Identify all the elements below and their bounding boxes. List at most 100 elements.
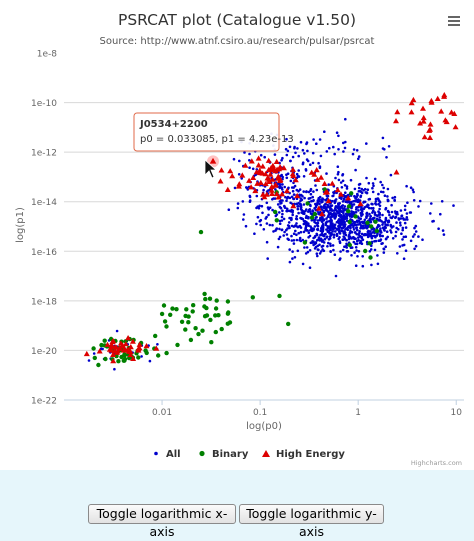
point-all[interactable] — [377, 219, 381, 222]
point-all[interactable] — [313, 234, 317, 238]
point-all[interactable] — [294, 229, 297, 233]
point-all[interactable] — [248, 159, 251, 162]
point-all[interactable] — [354, 208, 358, 211]
point-all[interactable] — [317, 197, 321, 200]
point-all[interactable] — [327, 183, 331, 186]
point-high-energy[interactable] — [451, 110, 458, 116]
point-all[interactable] — [301, 238, 305, 242]
point-all[interactable] — [312, 236, 315, 240]
point-all[interactable] — [299, 206, 303, 209]
point-all[interactable] — [354, 246, 358, 249]
point-all[interactable] — [332, 248, 335, 252]
point-all[interactable] — [301, 148, 305, 152]
point-all[interactable] — [325, 236, 329, 239]
point-all[interactable] — [382, 186, 386, 190]
point-all[interactable] — [341, 207, 344, 210]
point-binary[interactable] — [286, 321, 291, 327]
point-all[interactable] — [437, 227, 440, 230]
point-all[interactable] — [341, 209, 345, 213]
point-binary[interactable] — [274, 218, 279, 223]
point-all[interactable] — [406, 218, 409, 221]
point-all[interactable] — [304, 229, 308, 232]
point-all[interactable] — [236, 206, 240, 210]
point-all[interactable] — [289, 179, 293, 183]
point-all[interactable] — [352, 148, 356, 151]
point-high-energy[interactable] — [275, 194, 282, 200]
point-all[interactable] — [341, 200, 345, 203]
point-all[interactable] — [156, 343, 159, 346]
point-high-energy[interactable] — [308, 169, 315, 175]
point-all[interactable] — [302, 222, 306, 226]
point-high-energy[interactable] — [255, 162, 262, 168]
point-high-energy[interactable] — [257, 179, 264, 185]
point-all[interactable] — [278, 235, 282, 239]
point-high-energy[interactable] — [290, 172, 297, 179]
point-high-energy[interactable] — [321, 180, 328, 186]
point-all[interactable] — [376, 262, 380, 266]
point-all[interactable] — [292, 232, 296, 236]
point-all[interactable] — [312, 199, 315, 202]
point-all[interactable] — [352, 221, 356, 224]
point-high-energy[interactable] — [408, 100, 415, 106]
point-all[interactable] — [271, 208, 274, 212]
point-all[interactable] — [340, 186, 344, 189]
point-all[interactable] — [265, 222, 269, 225]
point-all[interactable] — [259, 223, 263, 227]
point-all[interactable] — [324, 209, 327, 212]
point-binary[interactable] — [225, 311, 231, 316]
point-all[interactable] — [246, 188, 250, 191]
point-all[interactable] — [357, 157, 360, 161]
highlighted-point[interactable] — [209, 157, 217, 164]
point-all[interactable] — [318, 239, 322, 242]
point-all[interactable] — [378, 207, 381, 211]
point-all[interactable] — [334, 230, 337, 233]
point-all[interactable] — [251, 167, 255, 171]
point-all[interactable] — [342, 150, 345, 153]
point-all[interactable] — [377, 192, 380, 196]
point-high-energy[interactable] — [452, 124, 459, 130]
point-all[interactable] — [370, 234, 374, 238]
point-binary[interactable] — [368, 255, 373, 260]
point-binary[interactable] — [209, 340, 214, 345]
point-high-energy[interactable] — [129, 338, 136, 344]
point-binary[interactable] — [183, 327, 188, 332]
point-all[interactable] — [399, 217, 403, 220]
point-all[interactable] — [295, 202, 299, 206]
point-all[interactable] — [318, 202, 321, 206]
point-all[interactable] — [365, 142, 368, 145]
point-all[interactable] — [293, 146, 296, 150]
point-all[interactable] — [297, 154, 301, 158]
point-high-energy[interactable] — [130, 355, 137, 361]
point-all[interactable] — [325, 194, 329, 197]
point-all[interactable] — [369, 248, 373, 251]
point-all[interactable] — [385, 230, 389, 233]
point-binary[interactable] — [250, 295, 255, 300]
point-all[interactable] — [286, 227, 289, 230]
point-all[interactable] — [323, 130, 326, 133]
point-binary[interactable] — [200, 328, 205, 333]
point-all[interactable] — [386, 195, 389, 198]
point-all[interactable] — [289, 209, 293, 213]
point-all[interactable] — [291, 213, 295, 217]
point-high-energy[interactable] — [239, 172, 246, 178]
point-all[interactable] — [402, 235, 406, 239]
point-all[interactable] — [320, 240, 324, 243]
point-all[interactable] — [369, 214, 372, 218]
point-all[interactable] — [363, 221, 366, 224]
point-all[interactable] — [318, 243, 321, 247]
point-all[interactable] — [321, 244, 325, 248]
point-all[interactable] — [390, 231, 393, 234]
legend-item-all[interactable]: All — [154, 449, 181, 460]
point-all[interactable] — [355, 249, 358, 252]
point-all[interactable] — [317, 248, 320, 252]
point-high-energy[interactable] — [393, 169, 400, 175]
point-high-energy[interactable] — [127, 344, 134, 350]
point-high-energy[interactable] — [257, 169, 264, 176]
point-high-energy[interactable] — [277, 177, 283, 183]
point-all[interactable] — [304, 168, 308, 171]
point-binary[interactable] — [347, 219, 352, 225]
point-binary[interactable] — [184, 307, 189, 312]
point-all[interactable] — [362, 207, 366, 211]
point-all[interactable] — [280, 159, 283, 162]
point-all[interactable] — [329, 242, 332, 246]
